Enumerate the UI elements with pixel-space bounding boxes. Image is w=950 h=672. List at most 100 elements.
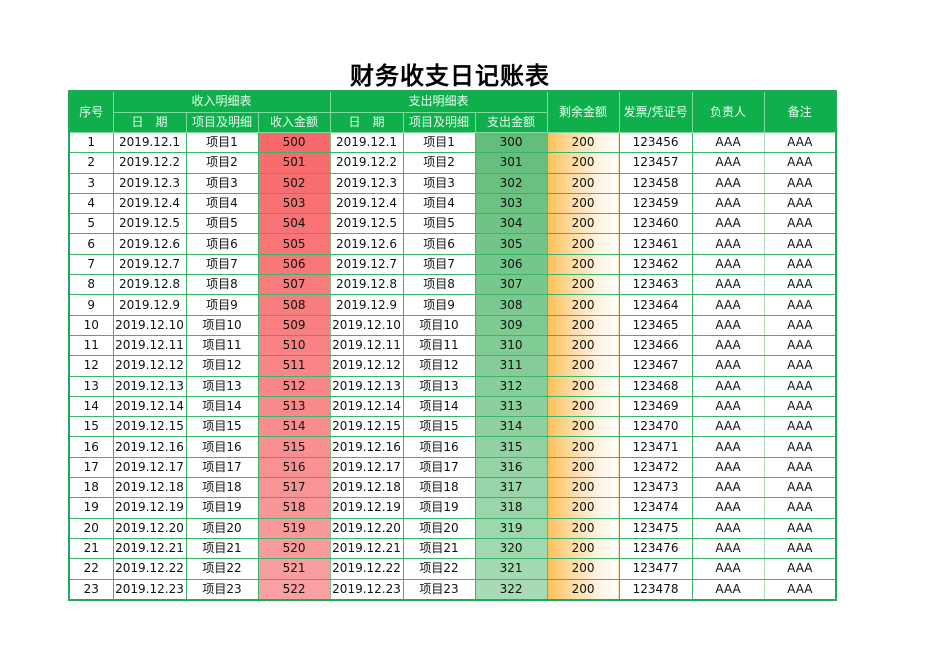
cell-seq[interactable]: 15 bbox=[68, 416, 114, 438]
cell-invoice[interactable]: 123473 bbox=[618, 477, 693, 499]
cell-expense-amount[interactable]: 308 bbox=[474, 294, 548, 316]
cell-income-date[interactable]: 2019.12.10 bbox=[112, 314, 187, 336]
cell-income-amount[interactable]: 517 bbox=[257, 477, 331, 499]
cell-note[interactable]: AAA bbox=[763, 192, 837, 215]
cell-remaining[interactable]: 200 bbox=[546, 497, 620, 519]
cell-expense-amount[interactable]: 310 bbox=[474, 334, 548, 357]
cell-expense-date[interactable]: 2019.12.14 bbox=[329, 395, 404, 418]
cell-seq[interactable]: 19 bbox=[68, 497, 114, 519]
cell-invoice[interactable]: 123460 bbox=[618, 213, 693, 235]
cell-seq[interactable]: 22 bbox=[68, 558, 114, 580]
cell-note[interactable]: AAA bbox=[763, 477, 837, 499]
cell-invoice[interactable]: 123476 bbox=[618, 537, 693, 560]
cell-expense-item[interactable]: 项目21 bbox=[402, 537, 476, 560]
cell-seq[interactable]: 14 bbox=[68, 395, 114, 418]
header-expense-amount[interactable]: 支出金额 bbox=[474, 111, 548, 133]
cell-seq[interactable]: 23 bbox=[68, 578, 114, 601]
cell-owner[interactable]: AAA bbox=[691, 253, 765, 276]
cell-invoice[interactable]: 123466 bbox=[618, 334, 693, 357]
cell-seq[interactable]: 4 bbox=[68, 192, 114, 215]
cell-invoice[interactable]: 123465 bbox=[618, 314, 693, 336]
cell-owner[interactable]: AAA bbox=[691, 395, 765, 418]
cell-expense-date[interactable]: 2019.12.8 bbox=[329, 274, 404, 296]
cell-expense-item[interactable]: 项目14 bbox=[402, 395, 476, 418]
cell-note[interactable]: AAA bbox=[763, 456, 837, 479]
cell-invoice[interactable]: 123475 bbox=[618, 517, 693, 539]
cell-owner[interactable]: AAA bbox=[691, 497, 765, 519]
cell-expense-amount[interactable]: 315 bbox=[474, 436, 548, 458]
cell-seq[interactable]: 8 bbox=[68, 274, 114, 296]
cell-expense-amount[interactable]: 319 bbox=[474, 517, 548, 539]
cell-owner[interactable]: AAA bbox=[691, 355, 765, 377]
cell-income-date[interactable]: 2019.12.3 bbox=[112, 172, 187, 194]
cell-income-item[interactable]: 项目8 bbox=[185, 274, 259, 296]
cell-income-item[interactable]: 项目2 bbox=[185, 152, 259, 174]
cell-seq[interactable]: 9 bbox=[68, 294, 114, 316]
cell-expense-amount[interactable]: 321 bbox=[474, 558, 548, 580]
header-invoice[interactable]: 发票/凭证号 bbox=[618, 90, 693, 133]
cell-income-amount[interactable]: 509 bbox=[257, 314, 331, 336]
cell-income-item[interactable]: 项目21 bbox=[185, 537, 259, 560]
cell-remaining[interactable]: 200 bbox=[546, 192, 620, 215]
cell-income-amount[interactable]: 514 bbox=[257, 416, 331, 438]
cell-income-item[interactable]: 项目7 bbox=[185, 253, 259, 276]
cell-income-amount[interactable]: 515 bbox=[257, 436, 331, 458]
cell-owner[interactable]: AAA bbox=[691, 436, 765, 458]
cell-note[interactable]: AAA bbox=[763, 578, 837, 601]
cell-expense-amount[interactable]: 317 bbox=[474, 477, 548, 499]
cell-expense-date[interactable]: 2019.12.17 bbox=[329, 456, 404, 479]
cell-expense-amount[interactable]: 312 bbox=[474, 375, 548, 397]
cell-income-amount[interactable]: 500 bbox=[257, 131, 331, 154]
cell-income-amount[interactable]: 519 bbox=[257, 517, 331, 539]
cell-seq[interactable]: 1 bbox=[68, 131, 114, 154]
cell-income-date[interactable]: 2019.12.20 bbox=[112, 517, 187, 539]
cell-income-item[interactable]: 项目10 bbox=[185, 314, 259, 336]
cell-owner[interactable]: AAA bbox=[691, 131, 765, 154]
cell-expense-date[interactable]: 2019.12.3 bbox=[329, 172, 404, 194]
cell-income-date[interactable]: 2019.12.8 bbox=[112, 274, 187, 296]
cell-remaining[interactable]: 200 bbox=[546, 395, 620, 418]
header-seq[interactable]: 序号 bbox=[68, 90, 114, 133]
cell-expense-item[interactable]: 项目8 bbox=[402, 274, 476, 296]
cell-expense-date[interactable]: 2019.12.6 bbox=[329, 233, 404, 255]
cell-income-amount[interactable]: 512 bbox=[257, 375, 331, 397]
cell-invoice[interactable]: 123459 bbox=[618, 192, 693, 215]
cell-remaining[interactable]: 200 bbox=[546, 131, 620, 154]
cell-invoice[interactable]: 123456 bbox=[618, 131, 693, 154]
cell-invoice[interactable]: 123463 bbox=[618, 274, 693, 296]
cell-owner[interactable]: AAA bbox=[691, 578, 765, 601]
cell-owner[interactable]: AAA bbox=[691, 152, 765, 174]
cell-expense-item[interactable]: 项目15 bbox=[402, 416, 476, 438]
cell-income-date[interactable]: 2019.12.21 bbox=[112, 537, 187, 560]
cell-income-amount[interactable]: 503 bbox=[257, 192, 331, 215]
cell-income-amount[interactable]: 506 bbox=[257, 253, 331, 276]
cell-income-date[interactable]: 2019.12.12 bbox=[112, 355, 187, 377]
cell-seq[interactable]: 3 bbox=[68, 172, 114, 194]
cell-expense-item[interactable]: 项目17 bbox=[402, 456, 476, 479]
cell-expense-amount[interactable]: 309 bbox=[474, 314, 548, 336]
cell-owner[interactable]: AAA bbox=[691, 456, 765, 479]
cell-expense-amount[interactable]: 306 bbox=[474, 253, 548, 276]
cell-seq[interactable]: 7 bbox=[68, 253, 114, 276]
cell-owner[interactable]: AAA bbox=[691, 213, 765, 235]
cell-income-date[interactable]: 2019.12.7 bbox=[112, 253, 187, 276]
cell-expense-date[interactable]: 2019.12.4 bbox=[329, 192, 404, 215]
cell-expense-amount[interactable]: 307 bbox=[474, 274, 548, 296]
cell-expense-date[interactable]: 2019.12.1 bbox=[329, 131, 404, 154]
cell-owner[interactable]: AAA bbox=[691, 416, 765, 438]
cell-note[interactable]: AAA bbox=[763, 355, 837, 377]
cell-income-date[interactable]: 2019.12.22 bbox=[112, 558, 187, 580]
cell-income-item[interactable]: 项目3 bbox=[185, 172, 259, 194]
cell-remaining[interactable]: 200 bbox=[546, 294, 620, 316]
cell-note[interactable]: AAA bbox=[763, 375, 837, 397]
cell-income-date[interactable]: 2019.12.6 bbox=[112, 233, 187, 255]
cell-invoice[interactable]: 123478 bbox=[618, 578, 693, 601]
cell-expense-date[interactable]: 2019.12.19 bbox=[329, 497, 404, 519]
cell-invoice[interactable]: 123461 bbox=[618, 233, 693, 255]
cell-income-amount[interactable]: 507 bbox=[257, 274, 331, 296]
cell-income-item[interactable]: 项目9 bbox=[185, 294, 259, 316]
cell-owner[interactable]: AAA bbox=[691, 314, 765, 336]
cell-owner[interactable]: AAA bbox=[691, 375, 765, 397]
cell-owner[interactable]: AAA bbox=[691, 517, 765, 539]
cell-expense-date[interactable]: 2019.12.13 bbox=[329, 375, 404, 397]
